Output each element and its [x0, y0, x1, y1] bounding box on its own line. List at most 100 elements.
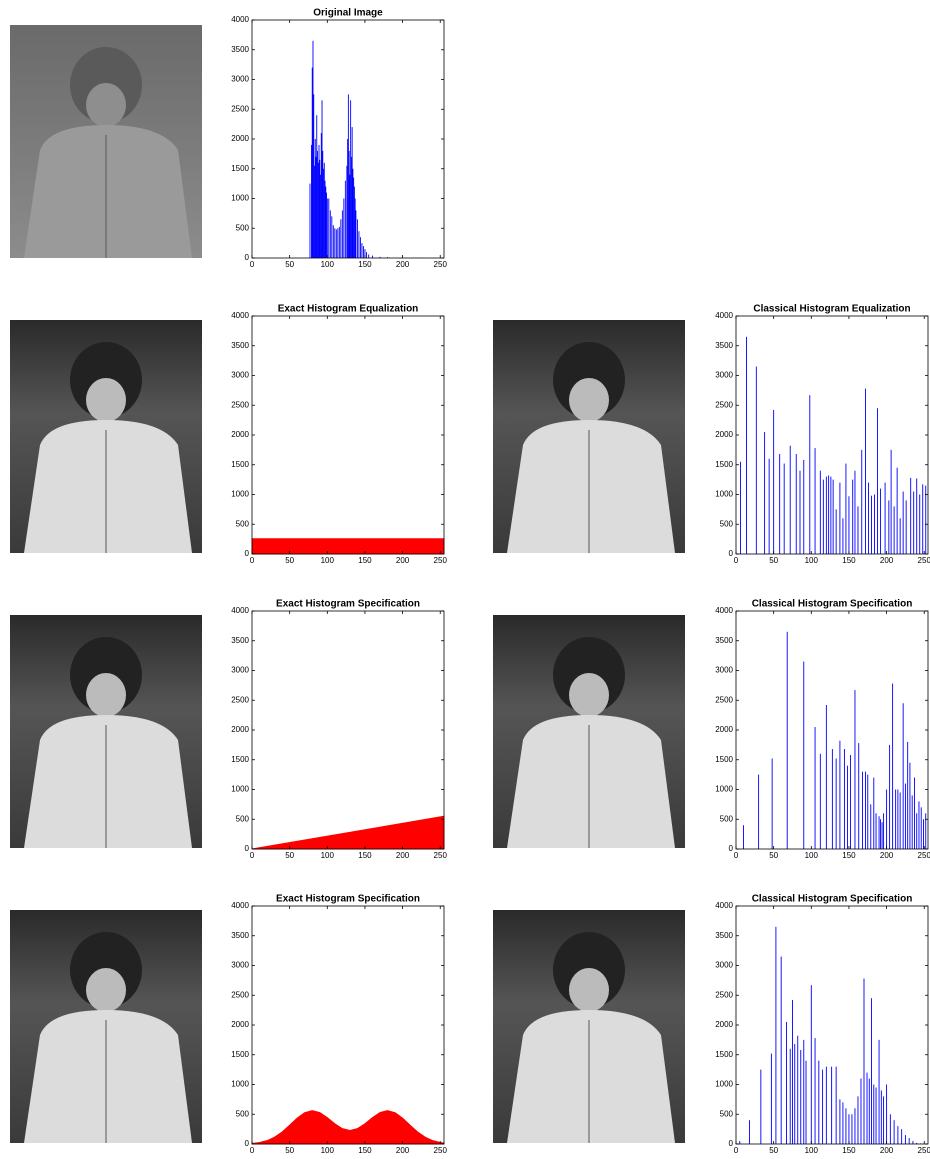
bar	[792, 1000, 793, 1144]
y-tick-label: 1500	[231, 460, 249, 469]
bar	[894, 1120, 895, 1144]
bar	[850, 755, 851, 849]
bar	[820, 471, 821, 554]
bar	[861, 450, 862, 554]
chart-title: Classical Histogram Equalization	[753, 304, 910, 315]
y-tick-label: 4000	[231, 15, 249, 24]
y-tick-label: 3500	[231, 341, 249, 350]
x-tick-label: 50	[285, 260, 294, 269]
y-tick-label: 500	[236, 814, 250, 823]
bar	[815, 448, 816, 554]
bar	[333, 225, 334, 258]
bar	[882, 822, 883, 849]
bar	[773, 410, 774, 554]
histogram-chart: Classical Histogram Equalization05001000…	[715, 304, 930, 565]
bar	[828, 475, 829, 554]
y-tick-label: 500	[236, 1109, 250, 1118]
bar	[873, 778, 874, 849]
bar	[845, 464, 846, 554]
bar	[923, 819, 924, 849]
x-tick-label: 100	[321, 556, 335, 565]
bar	[786, 1022, 787, 1144]
bar	[890, 1114, 891, 1144]
y-tick-label: 2500	[231, 104, 249, 113]
bar	[894, 506, 895, 554]
x-tick-label: 0	[250, 260, 255, 269]
x-tick-label: 50	[769, 1146, 778, 1154]
y-tick-label: 3500	[231, 45, 249, 54]
bar	[815, 1038, 816, 1144]
bar	[888, 500, 889, 554]
x-tick-label: 150	[358, 851, 372, 860]
bar	[784, 464, 785, 554]
bar	[826, 705, 827, 849]
bar	[743, 825, 744, 849]
bar	[336, 229, 337, 258]
x-tick-label: 150	[842, 851, 856, 860]
chart-title: Classical Histogram Specification	[752, 894, 913, 905]
bar	[803, 662, 804, 849]
y-tick-label: 1500	[231, 1050, 249, 1059]
bar	[842, 1102, 843, 1144]
bar	[897, 1126, 898, 1144]
bar	[334, 228, 335, 258]
y-tick-label: 2500	[715, 695, 733, 704]
bar	[897, 468, 898, 554]
bar	[921, 807, 922, 849]
chart-title: Exact Histogram Specification	[276, 599, 420, 610]
x-tick-label: 0	[734, 556, 739, 565]
bar	[787, 632, 788, 849]
x-tick-label: 250	[918, 851, 930, 860]
bar	[809, 395, 810, 554]
y-tick-label: 3500	[231, 636, 249, 645]
bar	[909, 763, 910, 849]
bar	[330, 210, 331, 258]
bar	[358, 231, 359, 258]
bar	[914, 778, 915, 849]
x-tick-label: 50	[769, 556, 778, 565]
x-tick-label: 0	[734, 851, 739, 860]
bar	[360, 237, 361, 258]
x-tick-label: 200	[396, 556, 410, 565]
bar	[870, 804, 871, 849]
bar	[900, 792, 901, 849]
bar	[862, 772, 863, 849]
x-tick-label: 150	[358, 556, 372, 565]
bar	[925, 486, 926, 554]
bar	[823, 480, 824, 554]
bar	[822, 1070, 823, 1144]
y-tick-label: 2000	[715, 1020, 733, 1029]
bar	[880, 819, 881, 849]
bar	[820, 754, 821, 849]
bar	[836, 1067, 837, 1144]
bar	[909, 1138, 910, 1144]
bar	[740, 462, 741, 554]
bar	[903, 492, 904, 554]
bar	[803, 1040, 804, 1144]
bar	[880, 489, 881, 554]
y-tick-label: 3500	[715, 931, 733, 940]
bar	[800, 1050, 801, 1144]
y-tick-label: 1000	[231, 785, 249, 794]
x-tick-label: 0	[250, 556, 255, 565]
bar	[910, 478, 911, 554]
x-tick-label: 150	[358, 260, 372, 269]
bar	[848, 1114, 849, 1144]
y-tick-label: 500	[720, 519, 734, 528]
y-tick-label: 4000	[231, 901, 249, 910]
x-tick-label: 200	[396, 1146, 410, 1154]
bar	[771, 1054, 772, 1144]
x-tick-label: 250	[434, 556, 448, 565]
bar	[885, 483, 886, 554]
bar	[906, 500, 907, 554]
bar	[912, 795, 913, 849]
y-tick-label: 1500	[715, 755, 733, 764]
y-tick-label: 2500	[715, 400, 733, 409]
bar	[877, 408, 878, 554]
bar	[881, 1090, 882, 1144]
y-tick-label: 3000	[231, 371, 249, 380]
bar	[739, 1141, 740, 1144]
x-tick-label: 50	[285, 1146, 294, 1154]
y-tick-label: 1000	[715, 785, 733, 794]
